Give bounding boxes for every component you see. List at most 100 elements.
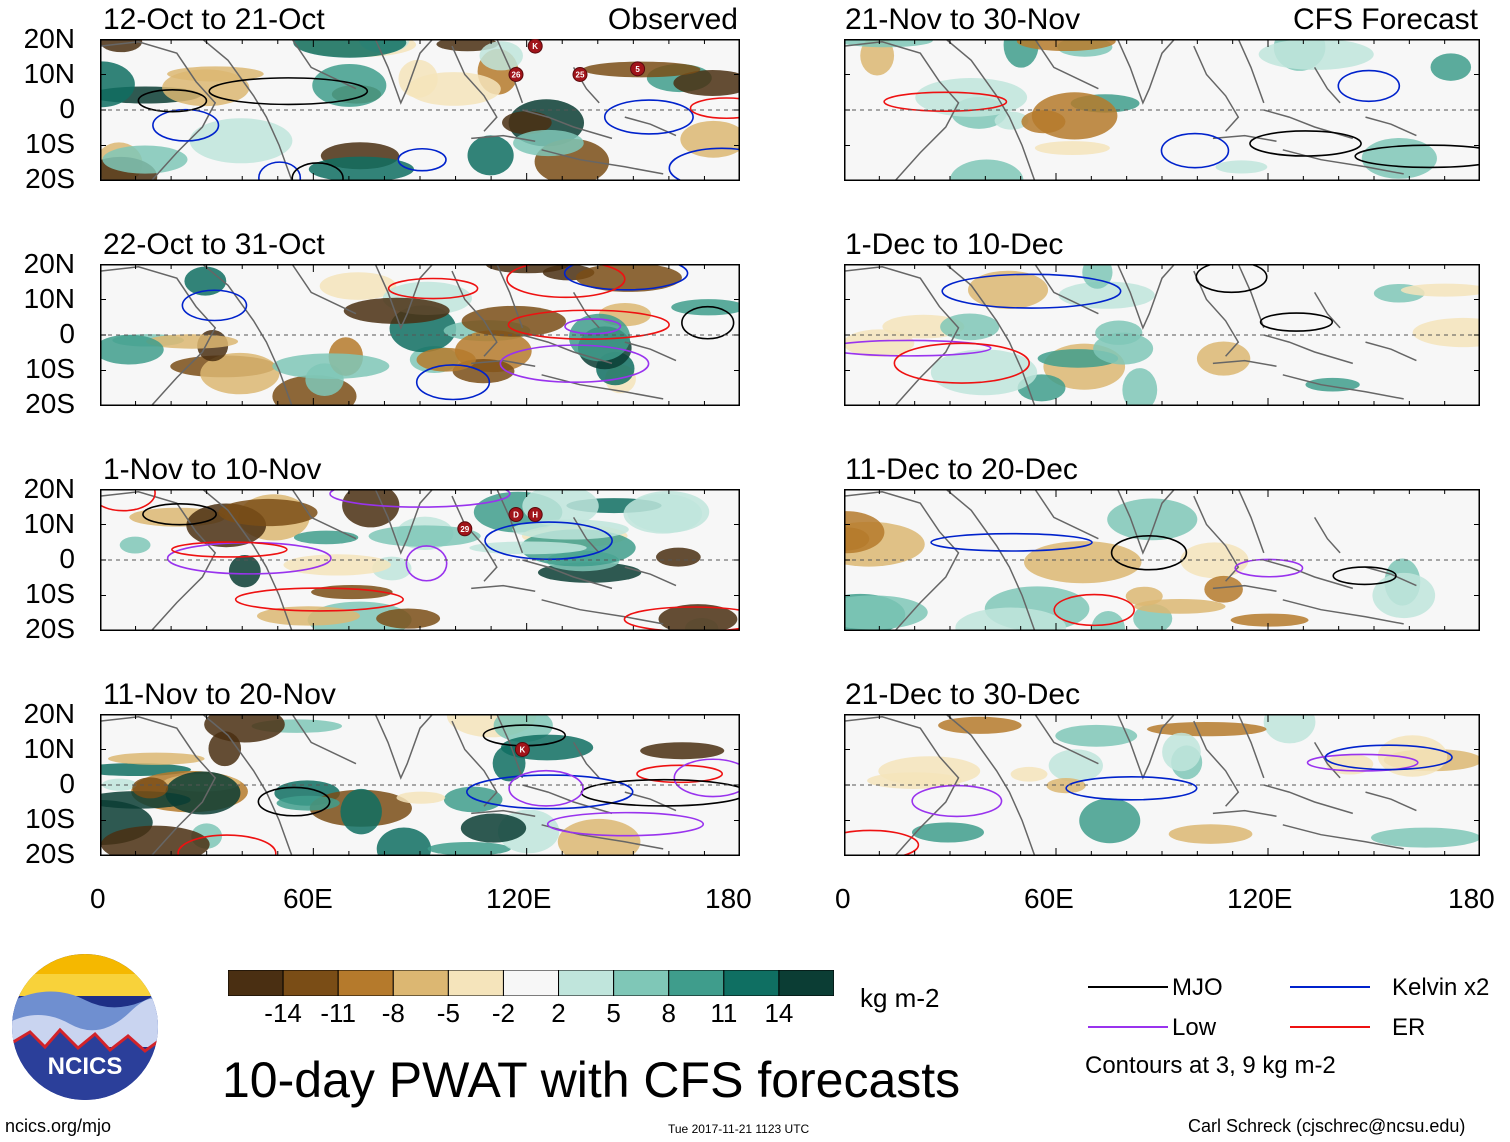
map-fcst-4-coastline [945, 714, 1036, 856]
map-obs-1-field-blob [308, 156, 414, 181]
map-fcst-4-field-blob [911, 822, 984, 843]
map-fcst-2-coastline [1365, 341, 1417, 362]
colorbar-label-3: -5 [436, 998, 460, 1028]
ncics-logo: NCICS [12, 954, 158, 1100]
footer-url[interactable]: ncics.org/mjo [5, 1116, 112, 1136]
legend-label-mjo: MJO [1172, 974, 1223, 1001]
panel-title-fcst-3: 11-Dec to 20-Dec [845, 453, 1078, 486]
y-tick-row2-20s: 20S [25, 388, 75, 419]
map-obs-1-field-blob [479, 41, 523, 71]
map-fcst-2-coastline [1116, 264, 1176, 330]
map-obs-2-field-blob [416, 347, 476, 372]
map-obs-4-field-blob [165, 771, 241, 815]
x-tick-left-120e: 120E [486, 883, 552, 914]
map-obs-2-coastline [522, 334, 613, 365]
map-obs-4-coastline [496, 714, 524, 779]
y-tick-row2-10s: 10S [25, 353, 75, 384]
map-fcst-3-coastline [1116, 489, 1176, 555]
map-obs-2-contour [506, 264, 626, 299]
map-obs-1-frame [100, 39, 740, 181]
map-obs-2-contour [681, 305, 735, 340]
storm-label: 26 [512, 71, 521, 80]
map-obs-1-coastline [541, 149, 664, 175]
map-fcst-2-coastline [1282, 374, 1404, 400]
storm-label: 29 [460, 525, 469, 534]
map-obs-3-contour [484, 521, 613, 561]
map-fcst-1-coastline [1313, 67, 1341, 104]
map-fcst-2-field-blob [1196, 341, 1251, 376]
map-obs-2-field-blob [343, 297, 450, 324]
storm-label: 5 [635, 65, 640, 74]
map-obs-1-contour [668, 147, 740, 181]
map-obs-3-field-blob [293, 530, 359, 545]
y-tick-row4-20n: 20N [23, 698, 75, 729]
map-fcst-3-field-blob [1134, 598, 1226, 614]
map-fcst-1-coastline [1212, 134, 1277, 142]
map-fcst-1-contour [883, 91, 1008, 112]
panel-title-fcst-4: 21-Dec to 30-Dec [845, 678, 1081, 711]
x-tick-right-180: 180 [1448, 883, 1495, 914]
map-obs-3-field-blob [469, 541, 587, 555]
map-fcst-2-field-blob [1058, 281, 1155, 309]
storm-label: K [520, 746, 526, 755]
map-obs-1-field-blob [502, 111, 552, 135]
map-fcst-4-coastline [1365, 791, 1417, 812]
map-obs-4-coastline [451, 720, 498, 807]
map-obs-4-field-blob [640, 742, 725, 760]
map-fcst-4-contour [1065, 775, 1198, 801]
map-fcst-4-coastline [1116, 714, 1176, 780]
storm-marker-1-0: K [527, 39, 543, 54]
map-obs-4-field-blob [443, 786, 503, 813]
map-obs-2-field-blob [100, 334, 164, 365]
storm-label: 25 [576, 71, 585, 80]
map-obs-4-coastline [471, 809, 536, 817]
map-fcst-4-field-blob [1263, 714, 1316, 744]
map-fcst-2-field-blob [1122, 368, 1158, 406]
map-obs-1-coastline [201, 39, 293, 181]
map-obs-2-contour [181, 289, 248, 322]
map-fcst-1-field-blob [949, 159, 1024, 181]
map-obs-1-field-blob [467, 135, 514, 176]
map-fcst-3-contour [1234, 558, 1304, 578]
legend-line-er [1290, 1026, 1370, 1028]
map-fcst-1 [844, 39, 1480, 181]
colorbar-swatch-6 [558, 970, 615, 996]
map-fcst-1-frame [844, 39, 1480, 181]
x-tick-left-60e: 60E [283, 883, 333, 914]
colorbar-unit: kg m-2 [860, 983, 940, 1013]
map-obs-2-frame [100, 264, 740, 406]
map-fcst-2-contour [893, 342, 1031, 384]
map-obs-1-contour [208, 77, 369, 106]
map-fcst-1-contour [1160, 132, 1230, 169]
map-fcst-3-coastline [1193, 495, 1240, 582]
map-fcst-1-field-blob [1215, 160, 1268, 174]
y-tick-row3-20n: 20N [23, 473, 75, 504]
map-fcst-1-coastline [1282, 149, 1404, 175]
map-obs-1-coastline [522, 109, 613, 140]
map-obs-1-contour [137, 89, 208, 113]
colorbar-label-1: -11 [320, 998, 356, 1028]
storm-marker-1-3: 5 [630, 61, 646, 77]
storm-marker-1-1: 26 [508, 67, 524, 82]
map-obs-3-coastline [374, 489, 434, 555]
x-tick-right-60e: 60E [1024, 883, 1074, 914]
map-obs-3-field-blob [228, 554, 261, 588]
map-fcst-1-contour [1337, 69, 1401, 103]
map-obs-4-coastline [624, 791, 677, 812]
map-fcst-3 [844, 489, 1480, 631]
map-obs-3-contour [142, 503, 217, 526]
map-obs-3-coastline [451, 495, 498, 582]
cfs-forecast-tag: CFS Forecast [1292, 3, 1478, 36]
map-obs-1-field-blob [167, 66, 264, 82]
x-tick-right-120e: 120E [1227, 883, 1293, 914]
map-obs-3-contour [329, 489, 511, 508]
map-obs-4-coastline [572, 742, 600, 779]
map-fcst-4-field-blob [1371, 827, 1480, 848]
colorbar-swatch-4 [447, 970, 504, 996]
map-obs-3-field-blob [283, 554, 392, 576]
map-fcst-3-coastline [1263, 559, 1354, 590]
map-fcst-2-contour [941, 273, 1122, 309]
footer-timestamp: Tue 2017-11-21 1123 UTC [668, 1122, 810, 1136]
map-fcst-4-coastline [1193, 720, 1240, 807]
map-fcst-2-coastline [1313, 292, 1341, 329]
